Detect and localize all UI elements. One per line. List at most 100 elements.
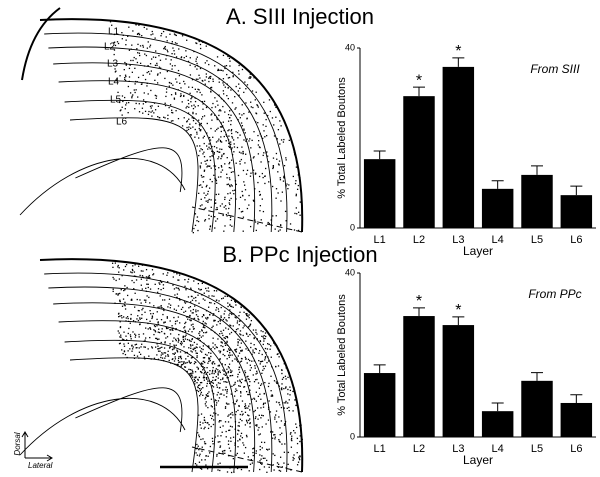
labeled-bouton xyxy=(276,138,278,140)
labeled-bouton xyxy=(264,357,266,359)
labeled-bouton xyxy=(194,100,197,103)
labeled-bouton xyxy=(218,114,220,117)
x-tick-label: L1 xyxy=(374,443,386,455)
labeled-bouton xyxy=(160,35,162,37)
labeled-bouton xyxy=(240,390,242,393)
labeled-bouton xyxy=(216,394,218,396)
labeled-bouton xyxy=(296,452,298,454)
labeled-bouton xyxy=(132,59,134,62)
labeled-bouton xyxy=(195,447,197,450)
labeled-bouton xyxy=(184,335,186,338)
labeled-bouton xyxy=(225,436,227,438)
labeled-bouton xyxy=(243,128,245,130)
labeled-bouton xyxy=(231,185,233,187)
labeled-bouton xyxy=(259,448,261,451)
labeled-bouton xyxy=(202,103,204,105)
labeled-bouton xyxy=(215,202,217,204)
labeled-bouton xyxy=(171,52,173,55)
labeled-bouton xyxy=(122,298,125,300)
labeled-bouton xyxy=(194,128,196,131)
labeled-bouton xyxy=(249,426,251,428)
labeled-bouton xyxy=(137,319,140,322)
labeled-bouton xyxy=(182,306,184,309)
labeled-bouton xyxy=(196,464,198,466)
labeled-bouton xyxy=(240,122,243,124)
labeled-bouton xyxy=(292,175,294,178)
labeled-bouton xyxy=(165,88,168,90)
labeled-bouton xyxy=(214,130,216,132)
labeled-bouton xyxy=(220,341,222,343)
labeled-bouton xyxy=(162,284,165,286)
labeled-bouton xyxy=(257,144,260,146)
labeled-bouton xyxy=(150,111,152,113)
labeled-bouton xyxy=(209,225,212,227)
labeled-bouton xyxy=(198,123,201,126)
labeled-bouton xyxy=(118,101,121,104)
labeled-bouton xyxy=(189,362,191,364)
labeled-bouton xyxy=(126,356,128,359)
labeled-bouton xyxy=(263,152,265,154)
bar xyxy=(560,402,593,437)
labeled-bouton xyxy=(148,110,150,113)
labeled-bouton xyxy=(134,91,136,94)
labeled-bouton xyxy=(185,321,187,323)
labeled-bouton xyxy=(205,310,208,312)
labeled-bouton xyxy=(257,223,259,225)
labeled-bouton xyxy=(203,170,206,172)
labeled-bouton xyxy=(113,278,115,280)
labeled-bouton xyxy=(165,36,167,38)
labeled-bouton xyxy=(248,194,250,197)
labeled-bouton xyxy=(194,136,196,138)
labeled-bouton xyxy=(225,335,227,338)
labeled-bouton xyxy=(188,347,190,349)
labeled-bouton xyxy=(137,32,139,35)
labeled-bouton xyxy=(222,90,225,92)
labeled-bouton xyxy=(194,347,196,349)
labeled-bouton xyxy=(249,73,251,75)
labeled-bouton xyxy=(209,148,211,150)
labeled-bouton xyxy=(201,459,203,461)
labeled-bouton xyxy=(134,321,137,323)
labeled-bouton xyxy=(199,289,201,291)
labeled-bouton xyxy=(261,335,263,337)
labeled-bouton xyxy=(225,140,227,142)
labeled-bouton xyxy=(228,455,230,457)
labeled-bouton xyxy=(124,285,126,287)
labeled-bouton xyxy=(275,106,277,108)
labeled-bouton xyxy=(181,101,183,103)
labeled-bouton xyxy=(282,376,285,379)
labeled-bouton xyxy=(265,125,267,128)
labeled-bouton xyxy=(250,367,253,369)
labeled-bouton xyxy=(142,307,144,310)
labeled-bouton xyxy=(280,406,283,409)
labeled-bouton xyxy=(145,290,148,292)
labeled-bouton xyxy=(184,330,187,332)
labeled-bouton xyxy=(185,287,187,289)
labeled-bouton xyxy=(193,104,195,106)
labeled-bouton xyxy=(206,318,208,320)
labeled-bouton xyxy=(262,406,265,408)
labeled-bouton xyxy=(134,275,137,278)
labeled-bouton xyxy=(190,97,192,100)
labeled-bouton xyxy=(201,41,204,43)
labeled-bouton xyxy=(241,349,243,351)
labeled-bouton xyxy=(205,163,207,165)
labeled-bouton xyxy=(215,368,217,370)
labeled-bouton xyxy=(261,372,263,374)
labeled-bouton xyxy=(203,176,205,178)
labeled-bouton xyxy=(184,352,186,354)
labeled-bouton xyxy=(277,230,280,232)
labeled-bouton xyxy=(211,363,214,365)
labeled-bouton xyxy=(157,345,159,347)
labeled-bouton xyxy=(211,371,214,373)
labeled-bouton xyxy=(224,342,226,345)
labeled-bouton xyxy=(213,401,215,403)
labeled-bouton xyxy=(226,177,228,179)
labeled-bouton xyxy=(124,289,126,291)
labeled-bouton xyxy=(213,295,215,297)
labeled-bouton xyxy=(157,306,159,309)
labeled-bouton xyxy=(198,436,201,438)
labeled-bouton xyxy=(166,54,168,57)
labeled-bouton xyxy=(235,348,238,350)
labeled-bouton xyxy=(275,414,277,416)
